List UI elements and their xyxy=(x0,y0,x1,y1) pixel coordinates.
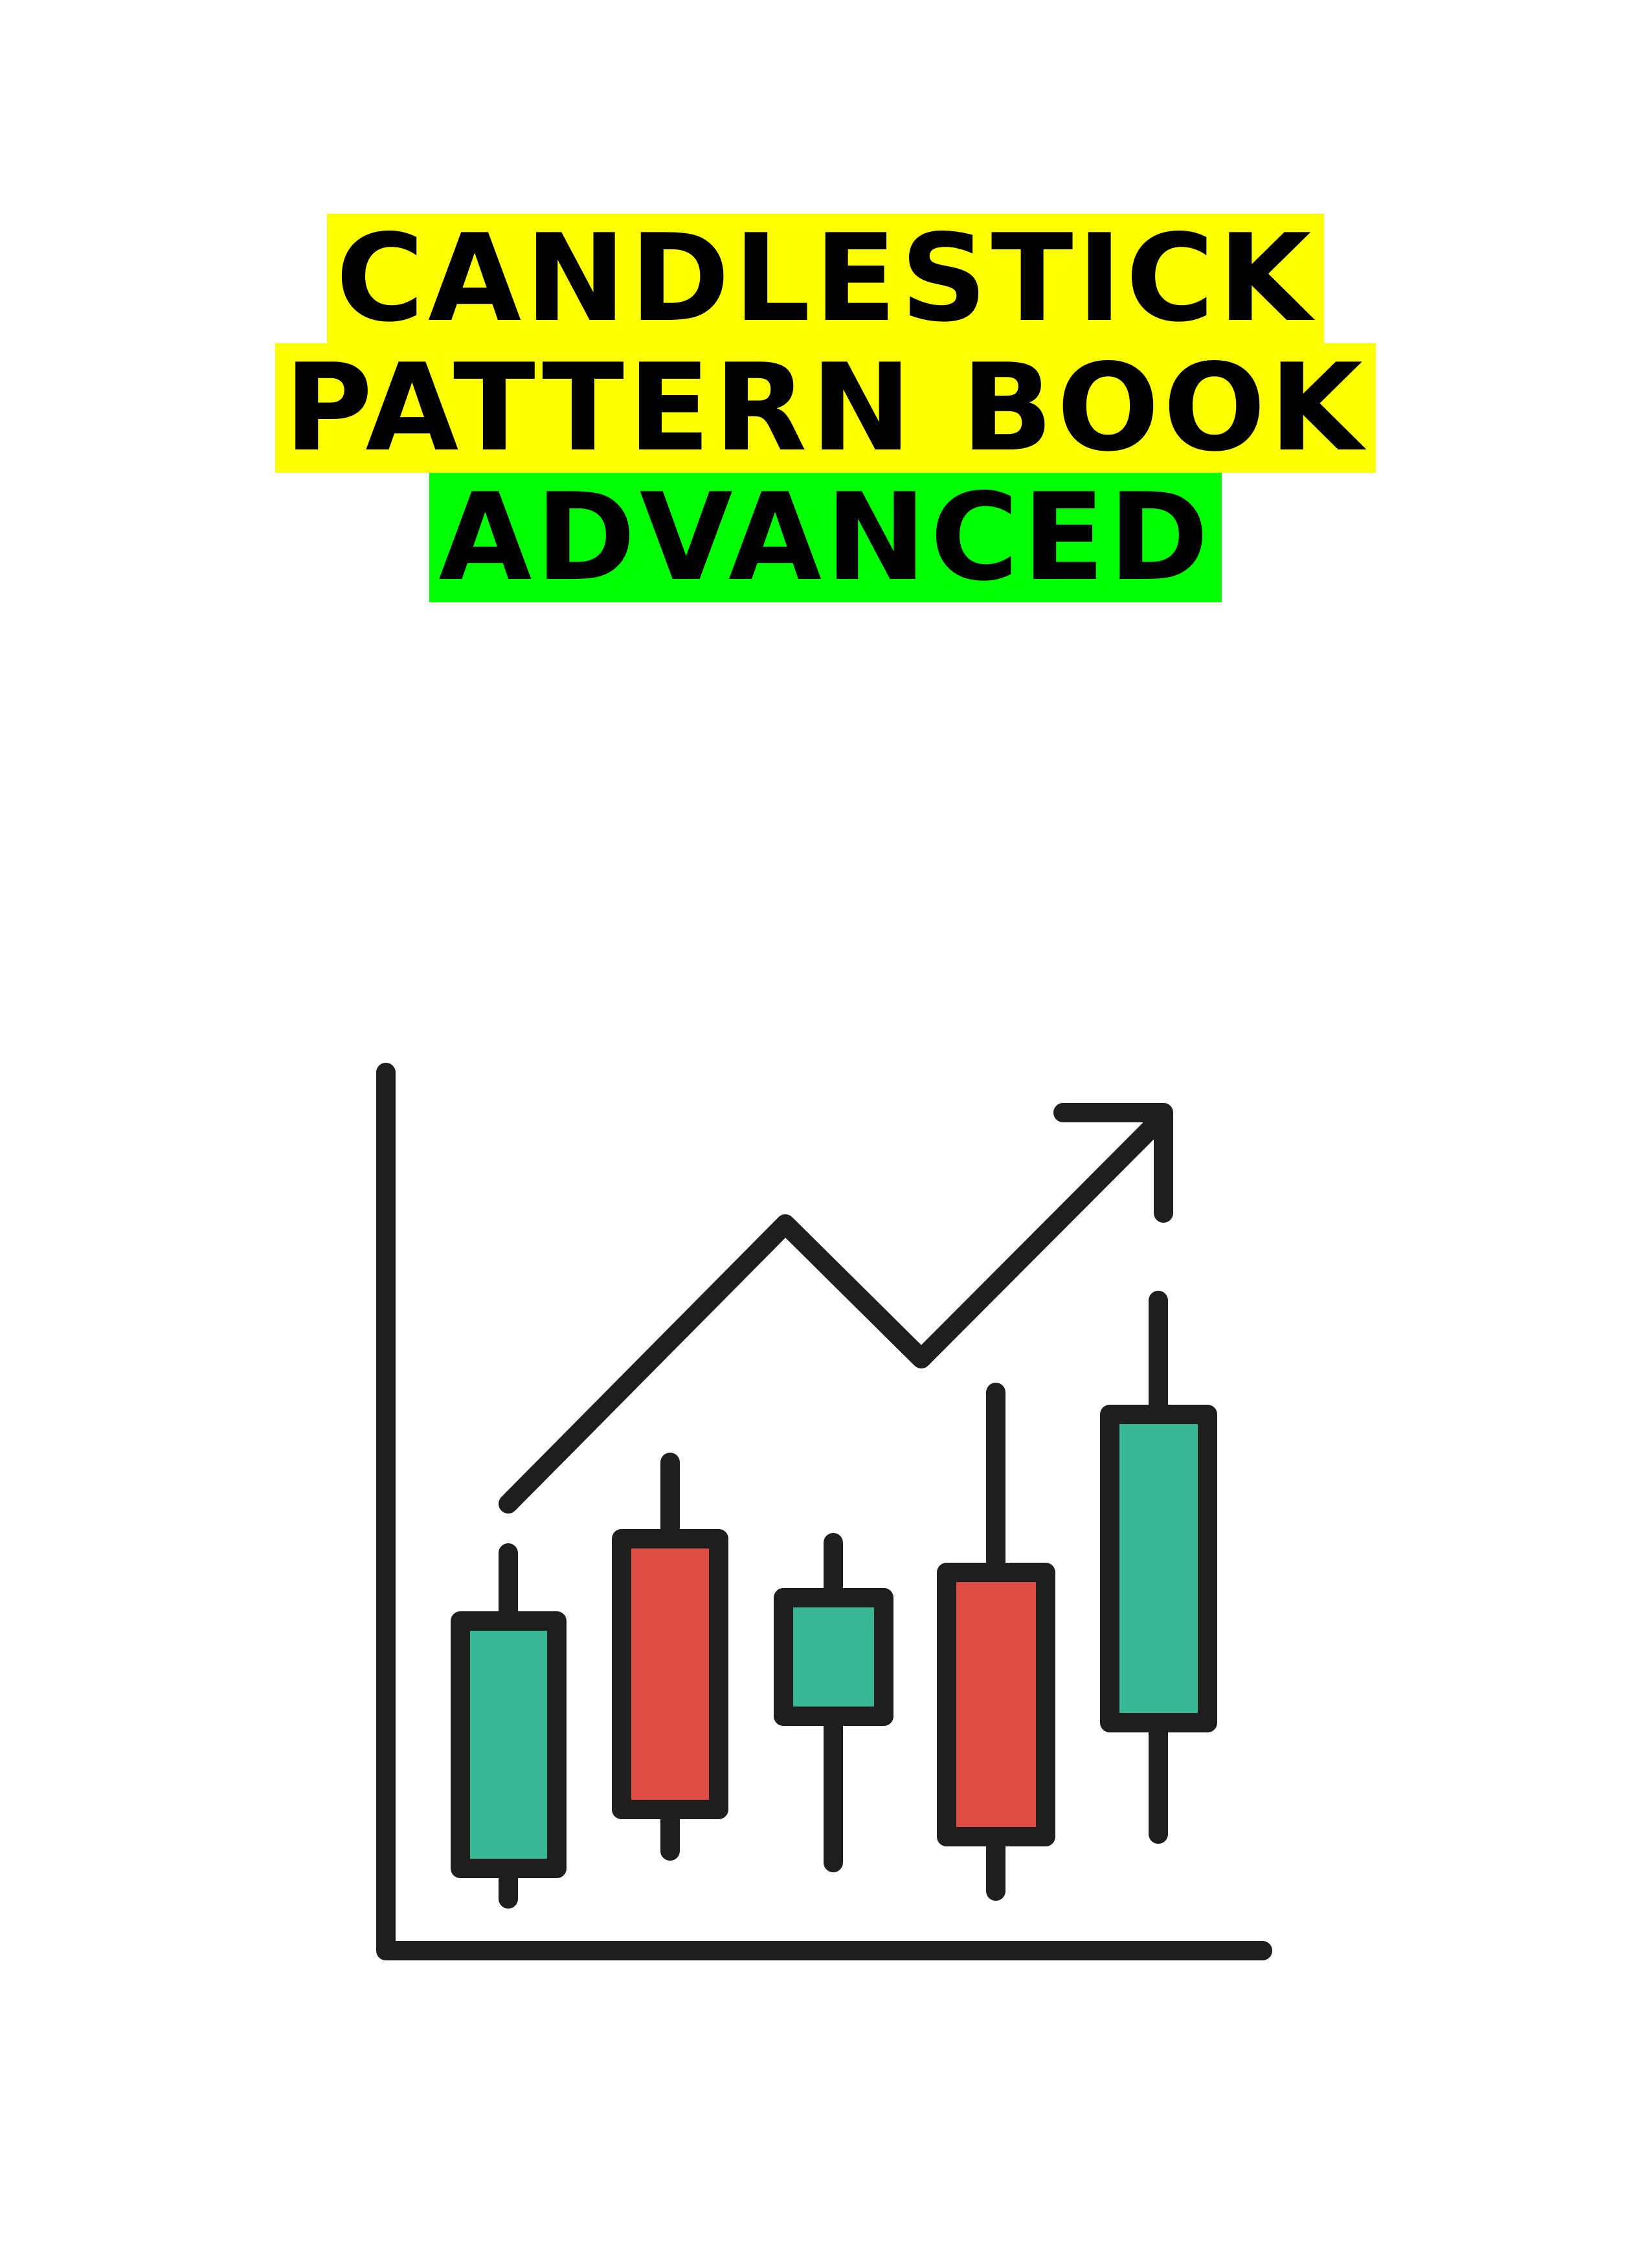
candle-5-body xyxy=(1100,1405,1217,1732)
title-line-2: PATTERN BOOK xyxy=(275,343,1376,473)
candle-1-body xyxy=(451,1611,567,1878)
candle-2 xyxy=(612,1453,728,1861)
candles xyxy=(451,1291,1217,1909)
candle-3-body xyxy=(774,1588,893,1726)
cover-title: CANDLESTICK PATTERN BOOK ADVANCED xyxy=(0,214,1651,602)
title-line-1: CANDLESTICK xyxy=(326,214,1325,343)
candle-4 xyxy=(937,1383,1055,1901)
candle-3 xyxy=(774,1533,893,1872)
chart-axes xyxy=(376,1063,1272,1960)
title-line-3: ADVANCED xyxy=(429,473,1222,602)
trend-arrowhead xyxy=(1053,1103,1173,1223)
candle-4-body xyxy=(937,1563,1055,1846)
trend-line xyxy=(499,1111,1169,1514)
candle-2-body xyxy=(612,1529,728,1819)
candle-5 xyxy=(1100,1291,1217,1844)
candle-1 xyxy=(451,1543,567,1909)
